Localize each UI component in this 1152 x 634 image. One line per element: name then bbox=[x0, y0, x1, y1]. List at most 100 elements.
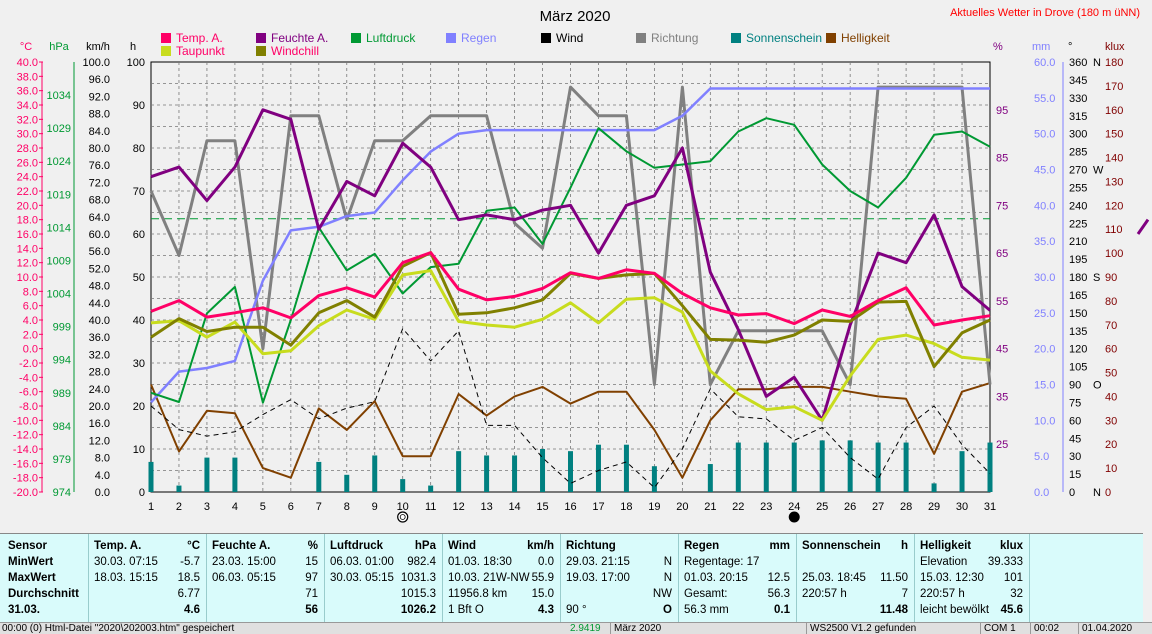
sunshine-bar bbox=[819, 440, 825, 492]
sunshine-bar bbox=[176, 485, 182, 492]
sunshine-bar bbox=[428, 485, 434, 492]
richtung-min-time: 29.03. 21:15 bbox=[566, 556, 630, 568]
feuchte-avg: 71 bbox=[305, 588, 318, 600]
x-tick-label: 28 bbox=[900, 501, 912, 513]
mm-tick-label: 0.0 bbox=[1034, 487, 1049, 499]
status-message: 00:00 (0) Html-Datei "2020\202003.htm" g… bbox=[2, 623, 235, 634]
row-label-max: MaxWert bbox=[8, 572, 56, 584]
deg-tick-label: 30 bbox=[1069, 451, 1081, 463]
sunshine-bar bbox=[931, 483, 937, 492]
sunshine-bar bbox=[344, 474, 350, 492]
deg-tick-label: 120 bbox=[1069, 344, 1087, 356]
summary-col-regen: Regen mm Regentage: 17 01.03. 20:15 12.5 G… bbox=[678, 534, 797, 622]
deg-tick-label: 330 bbox=[1069, 93, 1087, 105]
deg-tick-label: 240 bbox=[1069, 200, 1087, 212]
x-tick-label: 16 bbox=[564, 501, 576, 513]
sonne-today: 11.48 bbox=[879, 604, 908, 616]
klux-tick-label: 110 bbox=[1105, 224, 1123, 236]
wind-title: Wind bbox=[448, 540, 476, 552]
kmh-tick-label: 16.0 bbox=[89, 418, 110, 430]
sunshine-bar bbox=[400, 479, 406, 492]
temp-tick-label: 40.0 bbox=[17, 57, 38, 69]
hell-elev: 39.333 bbox=[987, 556, 1023, 568]
x-tick-label: 11 bbox=[425, 501, 436, 513]
wind-avg: 15.0 bbox=[531, 588, 554, 600]
h-tick-label: 80 bbox=[133, 143, 145, 155]
status-port: COM 1 bbox=[984, 623, 1016, 634]
temp-tick-label: -2.0 bbox=[19, 358, 38, 370]
wind-min: 0.0 bbox=[538, 556, 554, 568]
hell-elev-label: Elevation bbox=[920, 556, 968, 568]
deg-tick-label: 300 bbox=[1069, 129, 1087, 141]
pct-tick-label: 85 bbox=[996, 153, 1008, 165]
mm-tick-label: 30.0 bbox=[1034, 272, 1055, 284]
klux-tick-label: 140 bbox=[1105, 153, 1123, 165]
feuchte-min-time: 23.03. 15:00 bbox=[212, 556, 276, 568]
h-tick-label: 0 bbox=[139, 487, 145, 499]
legend-swatch bbox=[256, 33, 266, 43]
legend-label: Temp. A. bbox=[176, 31, 223, 45]
klux-tick-label: 50 bbox=[1105, 368, 1117, 380]
x-tick-label: 31 bbox=[984, 501, 996, 513]
x-tick-label: 5 bbox=[260, 501, 266, 513]
klux-tick-label: 70 bbox=[1105, 320, 1117, 332]
wind-max: 55.9 bbox=[531, 572, 554, 584]
x-tick-label: 14 bbox=[508, 501, 520, 513]
temp-today: 4.6 bbox=[184, 604, 200, 616]
klux-tick-label: 170 bbox=[1105, 81, 1123, 93]
deg-tick-label: 105 bbox=[1069, 362, 1087, 374]
hpa-tick-label: 1029 bbox=[47, 123, 71, 135]
legend-label: Feuchte A. bbox=[271, 31, 328, 45]
richtung-max: N bbox=[663, 572, 672, 584]
kmh-tick-label: 28.0 bbox=[89, 367, 110, 379]
klux-tick-label: 40 bbox=[1105, 391, 1117, 403]
temp-tick-label: -12.0 bbox=[13, 430, 38, 442]
deg-tick-label: 345 bbox=[1069, 75, 1087, 87]
legend-label: Sonnenschein bbox=[746, 31, 822, 45]
richtung-avg: NW bbox=[652, 588, 672, 600]
mm-tick-label: 55.0 bbox=[1034, 93, 1055, 105]
row-label-avg: Durchschnitt bbox=[8, 588, 79, 600]
x-tick-label: 2 bbox=[176, 501, 182, 513]
h-tick-label: 90 bbox=[133, 100, 145, 112]
regen-total-label: Gesamt: bbox=[684, 588, 728, 600]
row-label-today: 31.03. bbox=[8, 604, 40, 616]
deg-tick-label: 225 bbox=[1069, 218, 1087, 230]
hpa-tick-label: 984 bbox=[53, 421, 71, 433]
x-tick-label: 10 bbox=[397, 501, 409, 513]
deg-tick-label: 255 bbox=[1069, 182, 1087, 194]
h-tick-label: 20 bbox=[133, 401, 145, 413]
feuchte-max: 97 bbox=[305, 572, 318, 584]
plot-area bbox=[150, 61, 991, 493]
deg-direction-label: N bbox=[1093, 57, 1101, 69]
klux-tick-label: 80 bbox=[1105, 296, 1117, 308]
summary-col-feuchte: Feuchte A.% 23.03. 15:00 15 06.03. 05:15 9… bbox=[206, 534, 325, 622]
legend-swatch bbox=[161, 46, 171, 56]
summary-table: Sensor MinWert MaxWert Durchschnitt 31.0… bbox=[0, 533, 1143, 622]
x-tick-label: 22 bbox=[732, 501, 744, 513]
temp-tick-label: 18.0 bbox=[17, 215, 38, 227]
temp-tick-label: 22.0 bbox=[17, 186, 38, 198]
x-tick-label: 15 bbox=[536, 501, 548, 513]
summary-col-hell: Helligkeit klux Elevation 39.333 15.03. 12… bbox=[914, 534, 1030, 622]
chart-subtitle: Aktuelles Wetter in Drove (180 m üNN) bbox=[950, 7, 1140, 19]
luftdruck-max: 1031.3 bbox=[400, 572, 436, 584]
sunshine-bar bbox=[484, 455, 490, 492]
hpa-tick-label: 979 bbox=[53, 454, 71, 466]
legend-label: Luftdruck bbox=[366, 31, 416, 45]
hell-max-time: 15.03. 12:30 bbox=[920, 572, 984, 584]
deg-tick-label: 165 bbox=[1069, 290, 1087, 302]
hell-max: 101 bbox=[1003, 572, 1023, 584]
sunshine-bar bbox=[707, 464, 713, 492]
feuchte-today: 56 bbox=[305, 604, 318, 616]
sunshine-bar bbox=[595, 444, 601, 492]
luftdruck-min: 982.4 bbox=[407, 556, 436, 568]
series-taupunkt bbox=[150, 269, 991, 422]
x-tick-label: 25 bbox=[816, 501, 828, 513]
kmh-tick-label: 12.0 bbox=[89, 435, 110, 447]
x-tick-label: 29 bbox=[928, 501, 940, 513]
legend-swatch bbox=[446, 33, 456, 43]
sunshine-bar bbox=[735, 442, 741, 492]
h-tick-label: 60 bbox=[133, 229, 145, 241]
mm-tick-label: 10.0 bbox=[1034, 415, 1055, 427]
